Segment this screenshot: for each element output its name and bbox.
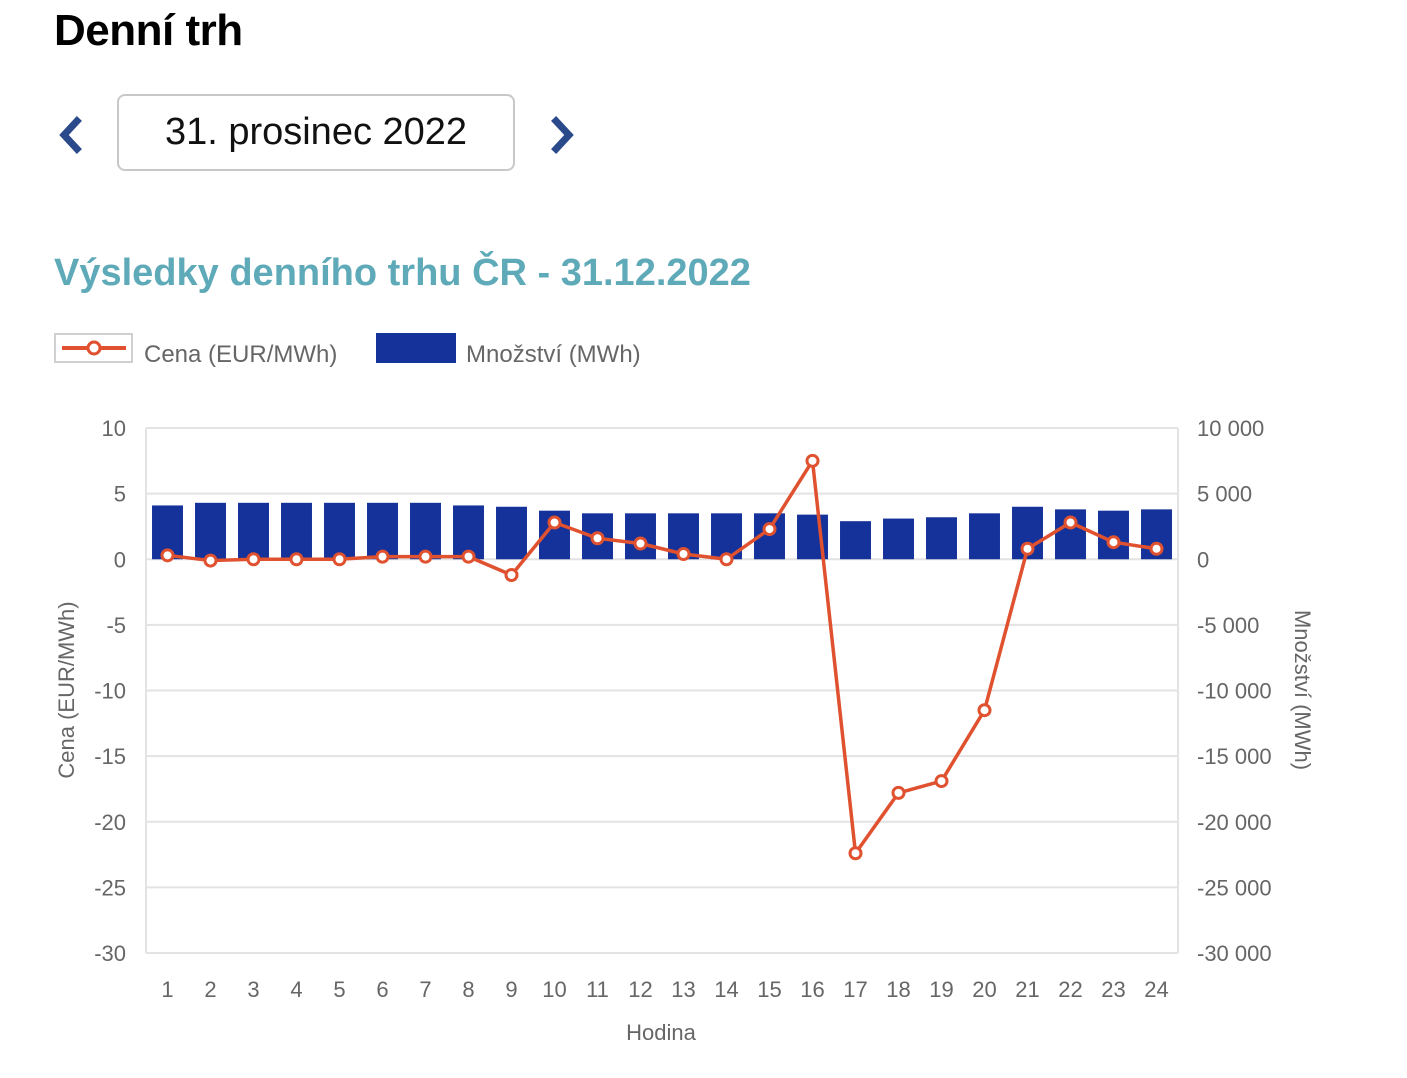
price-point xyxy=(719,552,734,567)
x-axis-ticks: 1 2 3 4 5 6 7 8 9 10 11 12 13 14 15 16 17 18 19 20 21 22 23 24 xyxy=(161,977,1168,1002)
previous-day-button[interactable] xyxy=(50,112,90,158)
x-tick-label: 8 xyxy=(462,977,474,1002)
x-tick-label: 22 xyxy=(1058,977,1082,1002)
price-point xyxy=(1063,515,1078,530)
y-tick-label: -5 xyxy=(106,613,126,638)
price-point xyxy=(977,703,992,718)
price-point xyxy=(891,785,906,800)
y2-tick-label: -5 000 xyxy=(1197,613,1259,638)
legend-item-quantity[interactable]: Množství (MWh) xyxy=(376,333,641,368)
price-point xyxy=(676,547,691,561)
x-axis-title: Hodina xyxy=(626,1020,696,1045)
legend-label-quantity: Množství (MWh) xyxy=(466,341,641,368)
price-point xyxy=(203,553,218,568)
x-tick-label: 2 xyxy=(204,977,216,1002)
quantity-bar xyxy=(324,502,355,560)
x-tick-label: 21 xyxy=(1015,977,1039,1002)
y-tick-label: -15 xyxy=(94,744,126,769)
x-tick-label: 24 xyxy=(1144,977,1168,1002)
x-tick-label: 1 xyxy=(161,977,173,1002)
price-point xyxy=(289,552,304,567)
price-point xyxy=(762,522,777,537)
quantity-bar xyxy=(1098,510,1129,560)
price-point xyxy=(160,548,175,563)
price-point xyxy=(805,453,820,468)
x-tick-label: 11 xyxy=(586,977,609,1002)
y-tick-label: 0 xyxy=(114,547,126,572)
y2-tick-label: -20 000 xyxy=(1197,810,1272,835)
quantity-bar xyxy=(625,513,656,560)
quantity-bars xyxy=(152,502,1172,560)
x-tick-label: 20 xyxy=(972,977,996,1002)
page-title: Denní trh xyxy=(54,6,243,55)
chevron-left-icon xyxy=(59,116,82,154)
price-point xyxy=(547,515,562,530)
x-tick-label: 23 xyxy=(1101,977,1125,1002)
x-tick-label: 4 xyxy=(290,977,302,1002)
y2-tick-label: -10 000 xyxy=(1197,679,1272,704)
x-tick-label: 15 xyxy=(757,977,781,1002)
x-tick-label: 13 xyxy=(671,977,695,1002)
quantity-bar xyxy=(883,518,914,560)
y-axis-title: Cena (EUR/MWh) xyxy=(54,601,79,778)
y2-tick-label: 10 000 xyxy=(1197,416,1264,441)
x-tick-label: 16 xyxy=(800,977,824,1002)
price-point xyxy=(504,568,519,582)
y-tick-label: 5 xyxy=(114,482,126,507)
legend-label-price: Cena (EUR/MWh) xyxy=(144,341,337,368)
next-day-button[interactable] xyxy=(543,112,583,158)
chart-title: Výsledky denního trhu ČR - 31.12.2022 xyxy=(54,252,751,294)
y-tick-label: -20 xyxy=(94,810,126,835)
price-point xyxy=(461,549,476,564)
y2-axis-title: Množství (MWh) xyxy=(1290,610,1315,770)
price-point xyxy=(1020,541,1035,556)
x-tick-label: 18 xyxy=(886,977,910,1002)
y2-tick-label: -25 000 xyxy=(1197,875,1272,900)
x-tick-label: 12 xyxy=(628,977,652,1002)
right-axis-ticks: 10 000 5 000 0 -5 000 -10 000 -15 000 -20 000 -… xyxy=(1197,416,1272,966)
left-axis-ticks: 10 5 0 -5 -10 -15 -20 -25 -30 xyxy=(94,416,126,966)
quantity-bar xyxy=(238,502,269,560)
y-tick-label: -30 xyxy=(94,941,126,966)
x-tick-label: 9 xyxy=(505,977,517,1002)
y2-tick-label: 0 xyxy=(1197,547,1209,572)
y2-tick-label: 5 000 xyxy=(1197,482,1252,507)
x-tick-label: 17 xyxy=(843,977,867,1002)
y-tick-label: 10 xyxy=(102,416,126,441)
price-point xyxy=(1149,541,1164,556)
price-point xyxy=(1106,535,1121,550)
y-tick-label: -10 xyxy=(94,679,126,704)
y-tick-label: -25 xyxy=(94,875,126,900)
price-point xyxy=(418,549,433,564)
legend-item-price[interactable]: Cena (EUR/MWh) xyxy=(54,333,337,368)
x-tick-label: 14 xyxy=(714,977,738,1002)
quantity-bar xyxy=(926,517,957,560)
date-picker[interactable]: 31. prosinec 2022 xyxy=(117,94,515,171)
x-tick-label: 3 xyxy=(247,977,259,1002)
y2-tick-label: -15 000 xyxy=(1197,744,1272,769)
x-tick-label: 6 xyxy=(376,977,388,1002)
legend: Cena (EUR/MWh) Množství (MWh) xyxy=(54,333,641,368)
x-tick-label: 19 xyxy=(929,977,953,1002)
quantity-bar xyxy=(969,513,1000,560)
price-point xyxy=(848,846,863,861)
y2-tick-label: -30 000 xyxy=(1197,941,1272,966)
quantity-bar xyxy=(195,502,226,560)
price-point xyxy=(633,536,648,551)
price-point xyxy=(332,552,347,567)
price-point xyxy=(246,552,261,567)
quantity-bar xyxy=(281,502,312,560)
x-tick-label: 5 xyxy=(333,977,345,1002)
price-line-path xyxy=(167,459,1157,855)
price-point xyxy=(375,549,390,564)
quantity-bar xyxy=(496,506,527,560)
x-tick-label: 7 xyxy=(419,977,431,1002)
quantity-bar xyxy=(840,521,871,560)
price-point xyxy=(590,531,605,546)
price-point xyxy=(934,774,949,789)
price-line xyxy=(160,453,1164,861)
x-tick-label: 10 xyxy=(542,977,566,1002)
chevron-right-icon xyxy=(551,116,574,154)
